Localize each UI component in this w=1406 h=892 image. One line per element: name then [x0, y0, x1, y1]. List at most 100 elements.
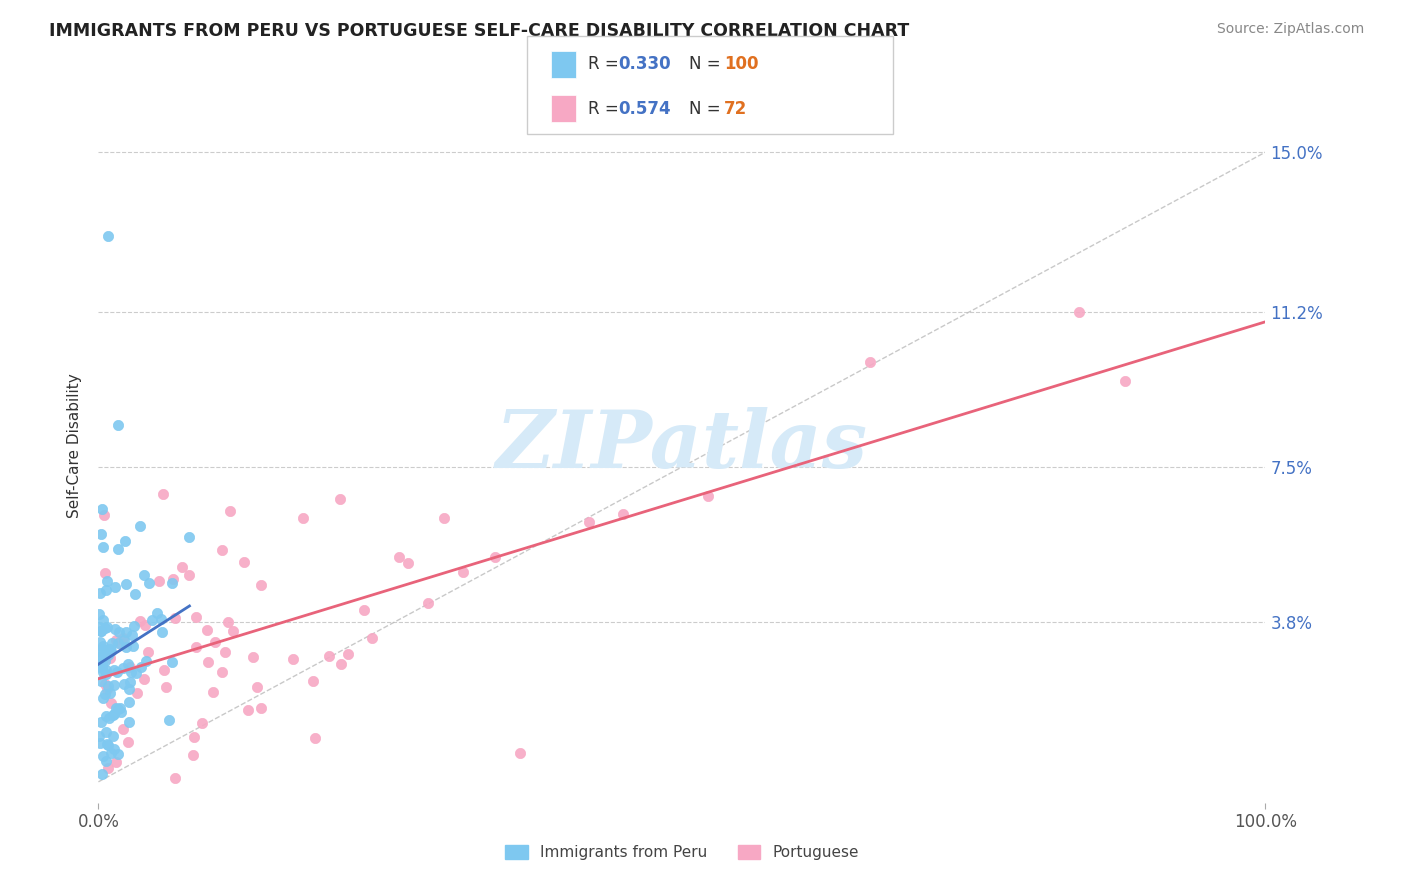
Point [132, 673, 155, 687]
Point [98, 651, 121, 665]
Point [236, 703, 259, 717]
Point [89, 634, 111, 648]
Point [108, 701, 131, 715]
Point [141, 613, 163, 627]
Point [162, 572, 184, 586]
Point [94, 708, 117, 723]
Point [91, 690, 114, 705]
Point [90, 767, 112, 781]
Point [97, 648, 120, 662]
Point [103, 706, 125, 721]
Point [101, 729, 124, 743]
Point [218, 503, 240, 517]
Point [96, 574, 118, 589]
Point [107, 417, 129, 432]
Text: ZIPatlas: ZIPatlas [496, 408, 868, 484]
Point [107, 702, 129, 716]
Point [103, 663, 125, 677]
Point [97, 711, 120, 725]
Point [696, 490, 718, 504]
Point [117, 657, 139, 672]
Point [337, 647, 360, 661]
Point [204, 634, 226, 648]
Point [121, 627, 143, 641]
Point [93, 508, 115, 522]
Point [91, 661, 114, 675]
Point [222, 624, 245, 638]
Text: N =: N = [689, 55, 725, 73]
Point [94, 667, 117, 681]
Point [138, 576, 160, 591]
Point [94, 654, 117, 668]
Point [125, 666, 148, 681]
Point [91, 748, 114, 763]
Point [217, 615, 239, 629]
Point [98, 642, 121, 657]
Point [122, 640, 145, 654]
Text: 72: 72 [724, 100, 748, 118]
Text: R =: R = [588, 55, 624, 73]
Point [96, 737, 118, 751]
Point [451, 566, 474, 580]
Point [100, 644, 122, 658]
Text: 0.574: 0.574 [619, 100, 671, 118]
Point [859, 355, 882, 369]
Point [96, 724, 118, 739]
Point [90, 714, 112, 729]
Point [353, 603, 375, 617]
Point [484, 550, 506, 565]
Point [107, 541, 129, 556]
Point [329, 492, 352, 507]
Point [112, 632, 135, 647]
Point [89, 658, 111, 673]
Point [117, 735, 139, 749]
Point [1114, 375, 1136, 389]
Point [184, 610, 207, 624]
Point [150, 624, 173, 639]
Point [118, 675, 141, 690]
Point [160, 576, 183, 591]
Point [112, 722, 135, 736]
Point [114, 534, 136, 549]
Point [149, 612, 172, 626]
Text: 100: 100 [724, 55, 759, 73]
Point [104, 756, 127, 770]
Point [111, 660, 134, 674]
Point [104, 701, 127, 715]
Point [96, 583, 118, 598]
Point [388, 549, 411, 564]
Point [129, 660, 152, 674]
Point [94, 755, 117, 769]
Point [157, 713, 180, 727]
Point [509, 746, 531, 760]
Point [108, 624, 131, 639]
Point [93, 677, 115, 691]
Point [100, 746, 122, 760]
Point [197, 655, 219, 669]
Point [101, 636, 124, 650]
Point [90, 624, 112, 638]
Point [115, 576, 138, 591]
Point [93, 622, 115, 636]
Point [578, 515, 600, 529]
Point [134, 618, 156, 632]
Point [152, 486, 174, 500]
Point [128, 614, 150, 628]
Point [124, 587, 146, 601]
Point [97, 761, 120, 775]
Point [612, 508, 634, 522]
Point [148, 574, 170, 588]
Point [179, 568, 201, 582]
Point [191, 715, 214, 730]
Point [360, 632, 382, 646]
Point [118, 715, 141, 730]
Point [110, 705, 132, 719]
Point [179, 531, 201, 545]
Point [90, 657, 112, 671]
Point [105, 665, 128, 679]
Point [89, 586, 111, 600]
Point [281, 652, 304, 666]
Point [396, 556, 419, 570]
Point [107, 636, 129, 650]
Point [103, 742, 125, 756]
